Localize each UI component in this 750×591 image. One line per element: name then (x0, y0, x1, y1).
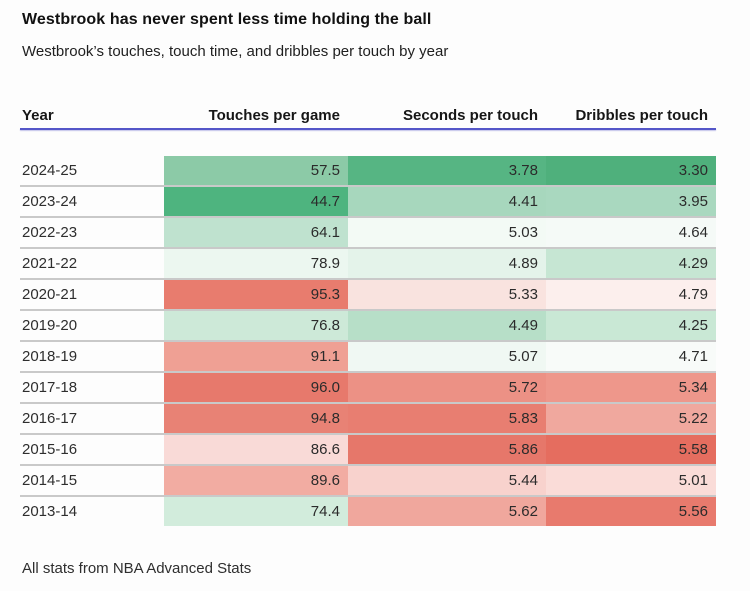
touches-cell: 57.5 (164, 156, 348, 185)
table-row: 2020-21 95.3 5.33 4.79 (20, 280, 716, 311)
touches-cell: 78.9 (164, 249, 348, 278)
table-row: 2017-18 96.0 5.72 5.34 (20, 373, 716, 404)
seconds-cell: 5.03 (348, 218, 546, 247)
table-row: 2023-24 44.7 4.41 3.95 (20, 187, 716, 218)
touches-cell: 64.1 (164, 218, 348, 247)
dribbles-cell: 5.34 (546, 373, 716, 402)
seconds-cell: 5.72 (348, 373, 546, 402)
year-cell: 2020-21 (22, 286, 78, 303)
dribbles-cell: 4.79 (546, 280, 716, 309)
dribbles-cell: 5.58 (546, 435, 716, 464)
table-row: 2024-25 57.5 3.78 3.30 (20, 156, 716, 187)
table-row: 2018-19 91.1 5.07 4.71 (20, 342, 716, 373)
seconds-cell: 5.62 (348, 497, 546, 526)
table-row: 2019-20 76.8 4.49 4.25 (20, 311, 716, 342)
column-header-year: Year (22, 107, 54, 124)
dribbles-cell: 4.29 (546, 249, 716, 278)
year-cell: 2019-20 (22, 317, 78, 334)
seconds-cell: 5.07 (348, 342, 546, 371)
year-cell: 2022-23 (22, 224, 78, 241)
year-cell: 2014-15 (22, 472, 78, 489)
touches-cell: 89.6 (164, 466, 348, 495)
seconds-cell: 5.44 (348, 466, 546, 495)
seconds-cell: 3.78 (348, 156, 546, 185)
seconds-cell: 4.41 (348, 187, 546, 216)
heatmap-table: Year Touches per game Seconds per touch … (20, 102, 716, 526)
table-row: 2015-16 86.6 5.86 5.58 (20, 435, 716, 466)
table-row: 2021-22 78.9 4.89 4.29 (20, 249, 716, 280)
year-cell: 2018-19 (22, 348, 78, 365)
touches-cell: 96.0 (164, 373, 348, 402)
touches-cell: 76.8 (164, 311, 348, 340)
touches-cell: 95.3 (164, 280, 348, 309)
year-cell: 2017-18 (22, 379, 78, 396)
table-body: 2024-25 57.5 3.78 3.30 2023-24 44.7 4.41 3.95 20… (20, 156, 716, 526)
chart-title: Westbrook has never spent less time hold… (22, 11, 432, 28)
table-row: 2022-23 64.1 5.03 4.64 (20, 218, 716, 249)
seconds-cell: 5.33 (348, 280, 546, 309)
touches-cell: 74.4 (164, 497, 348, 526)
year-cell: 2015-16 (22, 441, 78, 458)
column-header-seconds: Seconds per touch (402, 107, 538, 124)
year-cell: 2021-22 (22, 255, 78, 272)
touches-cell: 86.6 (164, 435, 348, 464)
table-row: 2013-14 74.4 5.62 5.56 (20, 497, 716, 526)
dribbles-cell: 4.25 (546, 311, 716, 340)
dribbles-cell: 3.95 (546, 187, 716, 216)
header-underline-rule (20, 128, 716, 130)
table-row: 2014-15 89.6 5.44 5.01 (20, 466, 716, 497)
year-cell: 2023-24 (22, 193, 78, 210)
seconds-cell: 5.83 (348, 404, 546, 433)
touches-cell: 91.1 (164, 342, 348, 371)
dribbles-cell: 4.64 (546, 218, 716, 247)
column-header-dribbles: Dribbles per touch (575, 107, 708, 124)
chart-subtitle: Westbrook’s touches, touch time, and dri… (22, 43, 449, 60)
dribbles-cell: 5.22 (546, 404, 716, 433)
seconds-cell: 5.86 (348, 435, 546, 464)
year-cell: 2024-25 (22, 162, 78, 179)
touches-cell: 94.8 (164, 404, 348, 433)
seconds-cell: 4.89 (348, 249, 546, 278)
dribbles-cell: 5.56 (546, 497, 716, 526)
seconds-cell: 4.49 (348, 311, 546, 340)
dribbles-cell: 4.71 (546, 342, 716, 371)
column-header-touches: Touches per game (208, 107, 340, 124)
year-cell: 2016-17 (22, 410, 78, 427)
dribbles-cell: 5.01 (546, 466, 716, 495)
touches-cell: 44.7 (164, 187, 348, 216)
dribbles-cell: 3.30 (546, 156, 716, 185)
source-note: All stats from NBA Advanced Stats (22, 560, 252, 577)
table-header-row: Year Touches per game Seconds per touch … (20, 102, 716, 124)
table-row: 2016-17 94.8 5.83 5.22 (20, 404, 716, 435)
year-cell: 2013-14 (22, 503, 78, 520)
